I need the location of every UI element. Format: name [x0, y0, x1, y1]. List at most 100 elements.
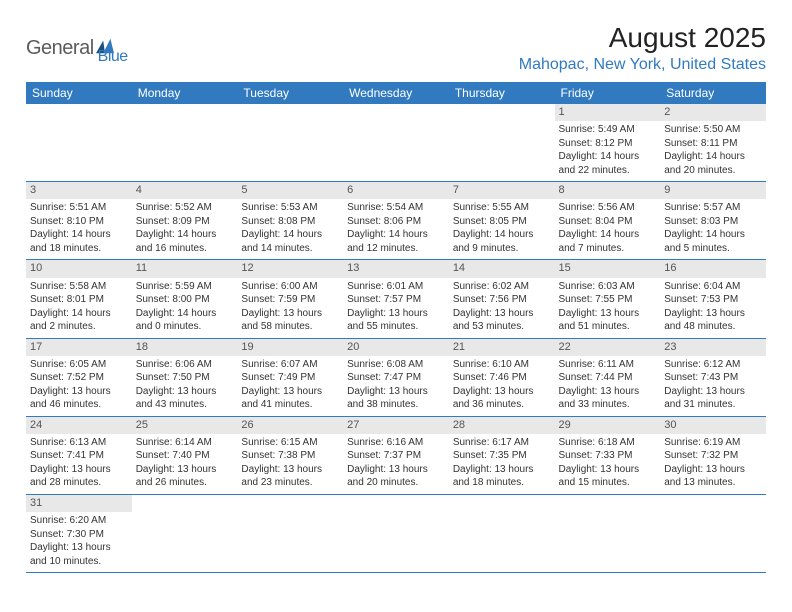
calendar-table: Sunday Monday Tuesday Wednesday Thursday… [26, 82, 766, 573]
day-info: Sunrise: 6:07 AMSunset: 7:49 PMDaylight:… [237, 356, 343, 416]
day-number: 15 [555, 260, 661, 277]
day-info: Sunrise: 6:13 AMSunset: 7:41 PMDaylight:… [26, 434, 132, 494]
sunrise-text: Sunrise: 6:12 AM [664, 358, 762, 372]
day-number: 18 [132, 339, 238, 356]
day-cell: 16Sunrise: 6:04 AMSunset: 7:53 PMDayligh… [660, 260, 766, 338]
daylight-text: Daylight: 14 hours and 14 minutes. [241, 228, 339, 255]
sunset-text: Sunset: 7:59 PM [241, 293, 339, 307]
day-info: Sunrise: 5:51 AMSunset: 8:10 PMDaylight:… [26, 199, 132, 259]
day-number: 14 [449, 260, 555, 277]
day-info: Sunrise: 6:16 AMSunset: 7:37 PMDaylight:… [343, 434, 449, 494]
daylight-text: Daylight: 13 hours and 46 minutes. [30, 385, 128, 412]
day-cell: 23Sunrise: 6:12 AMSunset: 7:43 PMDayligh… [660, 338, 766, 416]
day-cell: 27Sunrise: 6:16 AMSunset: 7:37 PMDayligh… [343, 416, 449, 494]
daylight-text: Daylight: 13 hours and 33 minutes. [559, 385, 657, 412]
day-info: Sunrise: 6:02 AMSunset: 7:56 PMDaylight:… [449, 278, 555, 338]
day-header: Friday [555, 82, 661, 104]
page-title: August 2025 [519, 22, 766, 54]
day-info: Sunrise: 5:58 AMSunset: 8:01 PMDaylight:… [26, 278, 132, 338]
sunset-text: Sunset: 8:08 PM [241, 215, 339, 229]
sunrise-text: Sunrise: 5:54 AM [347, 201, 445, 215]
empty-day [343, 495, 449, 511]
day-number: 10 [26, 260, 132, 277]
sunset-text: Sunset: 8:06 PM [347, 215, 445, 229]
daylight-text: Daylight: 14 hours and 16 minutes. [136, 228, 234, 255]
day-number: 17 [26, 339, 132, 356]
sunrise-text: Sunrise: 6:04 AM [664, 280, 762, 294]
daylight-text: Daylight: 13 hours and 51 minutes. [559, 307, 657, 334]
logo: General Blue [26, 30, 128, 66]
day-number: 11 [132, 260, 238, 277]
day-info: Sunrise: 6:04 AMSunset: 7:53 PMDaylight:… [660, 278, 766, 338]
day-cell: 6Sunrise: 5:54 AMSunset: 8:06 PMDaylight… [343, 182, 449, 260]
sunset-text: Sunset: 7:47 PM [347, 371, 445, 385]
day-number: 29 [555, 417, 661, 434]
day-cell: 20Sunrise: 6:08 AMSunset: 7:47 PMDayligh… [343, 338, 449, 416]
day-cell [132, 494, 238, 572]
empty-day [449, 495, 555, 511]
sunrise-text: Sunrise: 6:08 AM [347, 358, 445, 372]
day-number: 5 [237, 182, 343, 199]
daylight-text: Daylight: 13 hours and 53 minutes. [453, 307, 551, 334]
day-cell: 7Sunrise: 5:55 AMSunset: 8:05 PMDaylight… [449, 182, 555, 260]
daylight-text: Daylight: 13 hours and 18 minutes. [453, 463, 551, 490]
daylight-text: Daylight: 13 hours and 10 minutes. [30, 541, 128, 568]
week-row: 31Sunrise: 6:20 AMSunset: 7:30 PMDayligh… [26, 494, 766, 572]
sunset-text: Sunset: 7:55 PM [559, 293, 657, 307]
location-subtitle: Mahopac, New York, United States [519, 56, 766, 74]
daylight-text: Daylight: 14 hours and 22 minutes. [559, 150, 657, 177]
day-header-row: Sunday Monday Tuesday Wednesday Thursday… [26, 82, 766, 104]
sunset-text: Sunset: 8:09 PM [136, 215, 234, 229]
sunrise-text: Sunrise: 5:57 AM [664, 201, 762, 215]
day-info: Sunrise: 5:52 AMSunset: 8:09 PMDaylight:… [132, 199, 238, 259]
day-cell: 2Sunrise: 5:50 AMSunset: 8:11 PMDaylight… [660, 104, 766, 182]
day-number: 8 [555, 182, 661, 199]
daylight-text: Daylight: 13 hours and 41 minutes. [241, 385, 339, 412]
sunset-text: Sunset: 7:41 PM [30, 449, 128, 463]
sunrise-text: Sunrise: 6:07 AM [241, 358, 339, 372]
day-number: 6 [343, 182, 449, 199]
day-number: 24 [26, 417, 132, 434]
day-info: Sunrise: 5:56 AMSunset: 8:04 PMDaylight:… [555, 199, 661, 259]
day-info: Sunrise: 5:55 AMSunset: 8:05 PMDaylight:… [449, 199, 555, 259]
sunrise-text: Sunrise: 5:59 AM [136, 280, 234, 294]
day-number: 13 [343, 260, 449, 277]
day-cell: 18Sunrise: 6:06 AMSunset: 7:50 PMDayligh… [132, 338, 238, 416]
daylight-text: Daylight: 13 hours and 43 minutes. [136, 385, 234, 412]
day-cell: 8Sunrise: 5:56 AMSunset: 8:04 PMDaylight… [555, 182, 661, 260]
daylight-text: Daylight: 13 hours and 58 minutes. [241, 307, 339, 334]
sunrise-text: Sunrise: 6:02 AM [453, 280, 551, 294]
daylight-text: Daylight: 13 hours and 28 minutes. [30, 463, 128, 490]
sunset-text: Sunset: 8:12 PM [559, 137, 657, 151]
sunrise-text: Sunrise: 6:18 AM [559, 436, 657, 450]
day-number: 28 [449, 417, 555, 434]
sunset-text: Sunset: 8:03 PM [664, 215, 762, 229]
day-cell [555, 494, 661, 572]
day-info: Sunrise: 6:10 AMSunset: 7:46 PMDaylight:… [449, 356, 555, 416]
daylight-text: Daylight: 14 hours and 9 minutes. [453, 228, 551, 255]
day-info: Sunrise: 6:11 AMSunset: 7:44 PMDaylight:… [555, 356, 661, 416]
sunset-text: Sunset: 7:49 PM [241, 371, 339, 385]
sunrise-text: Sunrise: 6:01 AM [347, 280, 445, 294]
sunrise-text: Sunrise: 6:19 AM [664, 436, 762, 450]
day-number: 25 [132, 417, 238, 434]
logo-text-general: General [26, 37, 94, 60]
day-info: Sunrise: 6:15 AMSunset: 7:38 PMDaylight:… [237, 434, 343, 494]
day-cell [237, 494, 343, 572]
daylight-text: Daylight: 14 hours and 7 minutes. [559, 228, 657, 255]
day-cell: 12Sunrise: 6:00 AMSunset: 7:59 PMDayligh… [237, 260, 343, 338]
day-cell: 5Sunrise: 5:53 AMSunset: 8:08 PMDaylight… [237, 182, 343, 260]
day-cell: 19Sunrise: 6:07 AMSunset: 7:49 PMDayligh… [237, 338, 343, 416]
empty-day [343, 104, 449, 120]
sunrise-text: Sunrise: 6:06 AM [136, 358, 234, 372]
day-number: 19 [237, 339, 343, 356]
sunrise-text: Sunrise: 5:51 AM [30, 201, 128, 215]
day-info: Sunrise: 5:57 AMSunset: 8:03 PMDaylight:… [660, 199, 766, 259]
day-number: 22 [555, 339, 661, 356]
logo-text-blue: Blue [98, 48, 128, 66]
day-cell: 15Sunrise: 6:03 AMSunset: 7:55 PMDayligh… [555, 260, 661, 338]
day-info: Sunrise: 6:17 AMSunset: 7:35 PMDaylight:… [449, 434, 555, 494]
sunset-text: Sunset: 8:01 PM [30, 293, 128, 307]
sunrise-text: Sunrise: 6:15 AM [241, 436, 339, 450]
day-cell: 9Sunrise: 5:57 AMSunset: 8:03 PMDaylight… [660, 182, 766, 260]
